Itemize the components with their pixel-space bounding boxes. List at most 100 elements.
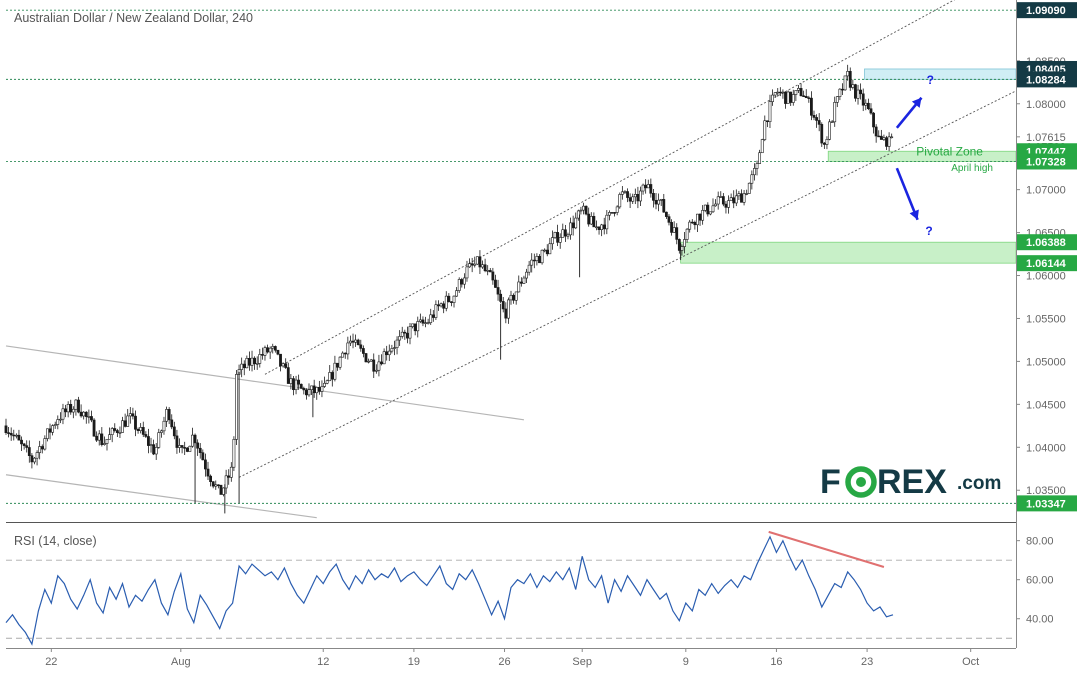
rsi-pane[interactable]: RSI (14, close) bbox=[5, 530, 1016, 646]
candle-body-up bbox=[608, 212, 611, 216]
candle-body-down bbox=[538, 256, 541, 264]
candle-body-up bbox=[481, 264, 484, 268]
candle-body-up bbox=[35, 452, 39, 459]
candle-body-up bbox=[382, 351, 386, 365]
candle-body-down bbox=[175, 435, 179, 448]
candle-body-up bbox=[390, 348, 394, 352]
candle-body-down bbox=[356, 339, 360, 346]
zone-resistance bbox=[864, 68, 1017, 80]
candle-body-up bbox=[58, 418, 62, 421]
old-channel-line-0 bbox=[5, 345, 525, 421]
arrow-down-shaft bbox=[895, 167, 919, 221]
candle-body-down bbox=[488, 270, 492, 273]
candle-body-up bbox=[250, 357, 254, 366]
time-tick-label: Aug bbox=[171, 656, 191, 668]
price-badge-label: 1.03347 bbox=[1026, 498, 1066, 510]
logo-letters-rex: REX bbox=[877, 463, 947, 501]
candle-body-up bbox=[887, 136, 891, 147]
candle-body-up bbox=[307, 389, 311, 396]
candle-body-up bbox=[33, 457, 36, 463]
candle-body-up bbox=[61, 408, 65, 420]
candle-body-up bbox=[701, 210, 705, 221]
rsi-title: RSI (14, close) bbox=[14, 534, 97, 548]
candle-body-down bbox=[79, 411, 83, 417]
candle-body-up bbox=[14, 434, 18, 437]
price-badge-label: 1.08284 bbox=[1026, 74, 1067, 86]
candle-body-down bbox=[532, 259, 536, 262]
candle-body-down bbox=[848, 71, 852, 88]
candle-body-up bbox=[232, 439, 236, 468]
candle-body-down bbox=[815, 117, 818, 121]
price-badge-bg bbox=[1017, 255, 1077, 272]
arrow-down-head bbox=[909, 209, 919, 220]
candle-body-down bbox=[403, 331, 407, 334]
old-channel-line-1 bbox=[5, 474, 317, 519]
candle-body-down bbox=[284, 363, 288, 368]
time-tick-label: Sep bbox=[572, 656, 592, 668]
candle-body-up bbox=[468, 263, 471, 268]
candle-body-up bbox=[473, 263, 477, 266]
candle-body-up bbox=[734, 195, 738, 204]
candle-body-up bbox=[703, 204, 707, 211]
candle-body-up bbox=[263, 347, 267, 356]
price-tick-label: 1.07615 bbox=[1026, 132, 1066, 144]
candle-body-up bbox=[600, 224, 604, 230]
candle-body-down bbox=[292, 378, 295, 391]
candle-body-up bbox=[224, 475, 228, 489]
candle-body-up bbox=[229, 466, 233, 478]
candle-body-down bbox=[180, 445, 184, 448]
candle-body-down bbox=[172, 426, 176, 437]
price-pane[interactable]: Pivotal Zone April high?? Australian Doll… bbox=[4, 0, 1017, 519]
candle-body-up bbox=[553, 232, 557, 238]
candle-body-down bbox=[820, 124, 824, 144]
candle-body-up bbox=[121, 420, 124, 433]
candle-body-up bbox=[258, 354, 262, 364]
candle-body-down bbox=[273, 346, 277, 351]
candle-body-down bbox=[279, 353, 282, 367]
candle-body-up bbox=[110, 428, 114, 435]
candle-body-down bbox=[460, 279, 464, 285]
candle-body-up bbox=[162, 420, 166, 432]
candle-body-up bbox=[595, 226, 598, 229]
candle-body-down bbox=[209, 475, 212, 482]
rsi-axis[interactable]: 80.00 60.00 40.00 bbox=[1016, 536, 1054, 626]
candle-body-up bbox=[745, 193, 749, 195]
candle-body-down bbox=[152, 444, 156, 455]
candle-body-down bbox=[211, 481, 215, 487]
candle-body-up bbox=[838, 88, 842, 97]
candle-body-up bbox=[74, 399, 78, 410]
candle-body-up bbox=[462, 277, 466, 285]
candle-body-down bbox=[351, 340, 355, 343]
candle-body-up bbox=[633, 194, 637, 198]
candle-body-down bbox=[9, 432, 13, 436]
candle-body-up bbox=[833, 102, 837, 123]
candle-body-up bbox=[51, 425, 55, 433]
candle-body-down bbox=[48, 428, 52, 433]
price-tick-label: 1.04500 bbox=[1026, 399, 1066, 411]
candle-body-up bbox=[507, 299, 510, 319]
candle-body-down bbox=[30, 455, 34, 463]
candle-body-up bbox=[341, 352, 345, 358]
candle-body-up bbox=[864, 102, 868, 106]
candle-body-down bbox=[113, 428, 117, 431]
candle-body-down bbox=[136, 428, 140, 431]
candle-body-up bbox=[149, 444, 153, 446]
candle-body-down bbox=[602, 224, 606, 230]
candle-body-up bbox=[771, 94, 774, 102]
candle-body-up bbox=[393, 347, 396, 349]
time-axis[interactable]: 22 Aug 12 19 26 Sep 9 16 23 Oct bbox=[45, 648, 979, 668]
price-badge-bg bbox=[1017, 495, 1077, 512]
candle-body-up bbox=[760, 139, 764, 154]
candle-body-down bbox=[677, 239, 681, 251]
candle-body-down bbox=[372, 359, 376, 372]
candle-body-up bbox=[56, 419, 60, 425]
candle-body-down bbox=[802, 95, 806, 97]
channel-line-upper bbox=[264, 0, 955, 375]
candle-body-down bbox=[147, 436, 150, 446]
candle-body-down bbox=[597, 226, 601, 230]
candle-body-down bbox=[859, 89, 863, 95]
candle-body-up bbox=[579, 209, 583, 212]
annotation-april-high: April high bbox=[951, 163, 993, 174]
candle-body-up bbox=[569, 222, 572, 236]
candle-body-down bbox=[297, 379, 301, 385]
